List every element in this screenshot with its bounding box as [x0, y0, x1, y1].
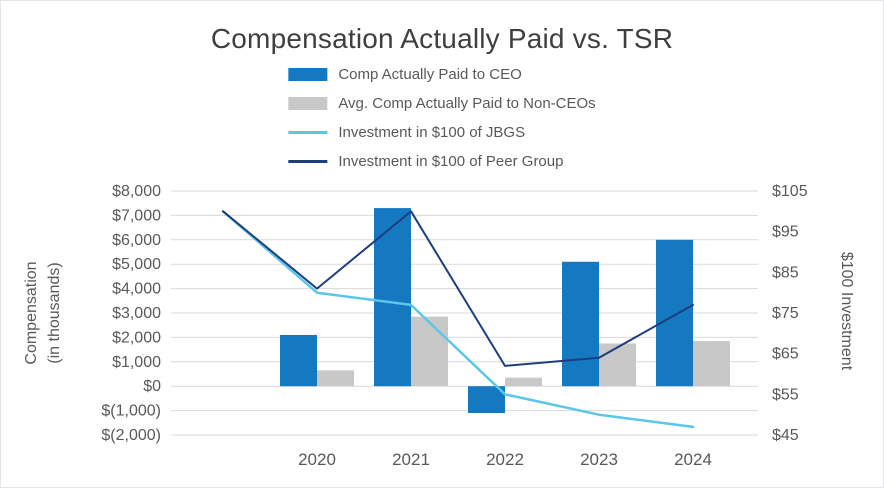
x-axis-label: 2020 — [298, 450, 336, 469]
chart-title: Compensation Actually Paid vs. TSR — [210, 23, 674, 54]
left-axis-tick-label: $8,000 — [112, 183, 161, 200]
legend-label-non-ceo: Avg. Comp Actually Paid to Non-CEOs — [338, 95, 596, 112]
legend-swatch-jbgs-line — [288, 131, 328, 134]
non-ceo-bar — [411, 316, 448, 387]
x-axis-label: 2023 — [580, 450, 618, 469]
left-axis-tick-label: $3,000 — [112, 305, 161, 322]
chart-legend: Comp Actually Paid to CEO Avg. Comp Actu… — [288, 64, 596, 180]
legend-item-ceo: Comp Actually Paid to CEO — [288, 64, 595, 85]
right-axis-tick-label: $85 — [772, 264, 799, 281]
ceo-bar — [562, 261, 599, 387]
legend-item-non-ceo: Avg. Comp Actually Paid to Non-CEOs — [288, 93, 596, 114]
ceo-bar — [280, 334, 317, 387]
legend-swatch-non-ceo-bar — [288, 97, 328, 110]
jbgs-line — [221, 210, 695, 429]
right-axis-tick-label: $55 — [772, 386, 799, 403]
non-ceo-bar — [599, 343, 636, 387]
non-ceo-bar — [693, 341, 730, 387]
left-axis-tick-label: $7,000 — [112, 207, 161, 224]
legend-item-jbgs: Investment in $100 of JBGS — [288, 122, 595, 143]
non-ceo-bar — [317, 370, 354, 387]
right-axis-tick-label: $65 — [772, 346, 799, 363]
left-axis-tick-label: $(1,000) — [101, 403, 161, 420]
left-axis-tick-label: $0 — [143, 378, 161, 395]
peer-group-line — [222, 210, 694, 367]
left-axis-tick-label: $(2,000) — [101, 427, 161, 444]
legend-swatch-ceo-bar — [288, 68, 328, 81]
left-axis-tick-label: $1,000 — [112, 354, 161, 371]
right-axis-tick-label: $45 — [772, 427, 799, 444]
right-axis-tick-label: $95 — [772, 224, 799, 241]
left-axis-tick-label: $6,000 — [112, 232, 161, 249]
ceo-bar — [656, 239, 693, 387]
right-axis-tick-label: $75 — [772, 305, 799, 322]
legend-item-peer-group: Investment in $100 of Peer Group — [288, 151, 595, 172]
right-axis-tick-label: $105 — [772, 183, 808, 200]
legend-label-peer-group: Investment in $100 of Peer Group — [338, 153, 564, 170]
non-ceo-bar — [505, 377, 542, 387]
legend-label-jbgs: Investment in $100 of JBGS — [338, 124, 526, 141]
legend-label-ceo: Comp Actually Paid to CEO — [338, 66, 522, 83]
x-axis-label: 2024 — [674, 450, 712, 469]
x-axis-label: 2021 — [392, 450, 430, 469]
legend-swatch-peer-group-line — [288, 160, 328, 163]
x-axis-label: 2022 — [486, 450, 524, 469]
left-axis-tick-label: $5,000 — [112, 256, 161, 273]
ceo-bar — [468, 386, 505, 414]
left-axis-tick-label: $4,000 — [112, 281, 161, 298]
ceo-bar — [374, 208, 411, 387]
left-axis-tick-label: $2,000 — [112, 329, 161, 346]
